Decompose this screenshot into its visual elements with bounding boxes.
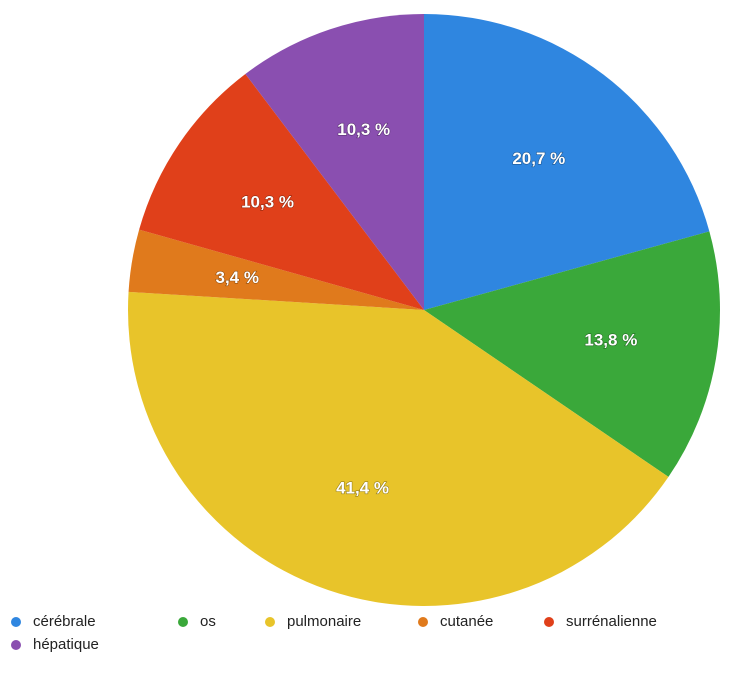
legend-marker <box>265 617 275 627</box>
legend-label: surrénalienne <box>566 613 657 630</box>
pie-slice <box>128 291 669 606</box>
legend-label: pulmonaire <box>287 613 361 630</box>
legend-marker <box>11 617 21 627</box>
pie-slice <box>424 231 720 477</box>
value-label: 13,8 % <box>584 331 637 350</box>
legend-marker <box>11 640 21 650</box>
pie-slice <box>139 73 424 310</box>
legend-label: hépatique <box>33 636 99 653</box>
value-label: 20,7 % <box>512 149 565 168</box>
value-label: 10,3 % <box>241 193 294 212</box>
legend-marker <box>178 617 188 627</box>
legend-marker <box>418 617 428 627</box>
legend-label: cérébrale <box>33 613 96 630</box>
legend-label: cutanée <box>440 613 493 630</box>
value-label: 3,4 % <box>215 268 258 287</box>
legend-label: os <box>200 613 216 630</box>
value-label: 10,3 % <box>337 120 390 139</box>
pie-slice <box>424 14 710 310</box>
pie-slice <box>128 229 424 310</box>
pie-slice <box>245 14 424 310</box>
legend-marker <box>544 617 554 627</box>
value-label: 41,4 % <box>336 479 389 498</box>
